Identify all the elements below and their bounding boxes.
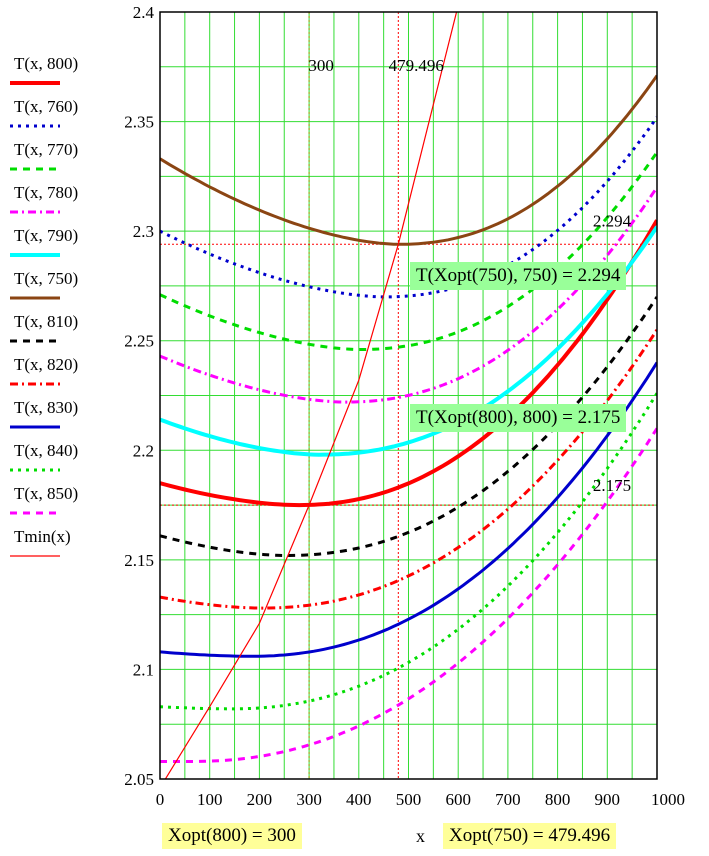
legend-label-1: T(x, 760) [14, 97, 78, 116]
series-line-11 [164, 12, 458, 779]
series-line-1 [160, 116, 657, 299]
series-line-5 [160, 74, 657, 246]
x-tick-label-6: 600 [445, 790, 471, 809]
legend-label-10: T(x, 850) [14, 484, 78, 503]
x-tick-label-9: 900 [595, 790, 621, 809]
plot-border [159, 11, 658, 780]
marker-label-300: 300 [308, 56, 334, 75]
x-tick-label-0: 0 [156, 790, 165, 809]
legend-label-3: T(x, 780) [14, 183, 78, 202]
annotation-box-800: T(Xopt(800), 800) = 2.175 [410, 404, 627, 432]
legend-label-7: T(x, 820) [14, 355, 78, 374]
y-tick-label-6: 2.35 [124, 113, 154, 132]
y-tick-label-1: 2.1 [133, 660, 154, 679]
y-tick-label-4: 2.25 [124, 332, 154, 351]
series-line-0 [160, 219, 657, 508]
grid [160, 12, 657, 779]
legend-label-2: T(x, 770) [14, 140, 78, 159]
marker-label-2175: 2.175 [593, 476, 631, 495]
legend-label-8: T(x, 830) [14, 398, 78, 417]
series-line-7 [160, 328, 657, 610]
legend-label-5: T(x, 750) [14, 269, 78, 288]
series-lines [160, 12, 657, 779]
x-tick-label-1: 100 [197, 790, 223, 809]
y-tick-label-5: 2.3 [133, 222, 154, 241]
y-tick-label-7: 2.4 [133, 3, 155, 22]
marker-label-2294: 2.294 [593, 211, 632, 230]
legend-label-6: T(x, 810) [14, 312, 78, 331]
series-line-9 [160, 392, 657, 711]
y-tick-label-0: 2.05 [124, 770, 154, 789]
y-tick-label-3: 2.2 [133, 441, 154, 460]
y-tick-label-2: 2.15 [124, 551, 154, 570]
xopt-800-value[interactable]: Xopt(800) = 300 [162, 823, 302, 849]
marker-label-479: 479.496 [389, 56, 444, 75]
legend: T(x, 800) T(x, 760) T(x, 770) T(x, 780) T(x,… [10, 54, 78, 557]
annotation-box-750: T(Xopt(750), 750) = 2.294 [410, 262, 627, 290]
series-line-4 [160, 225, 657, 457]
axes: 2.05 2.1 2.15 2.2 2.25 2.3 2.35 2.4 0 100 200 300 40… [124, 3, 685, 809]
x-axis-label: x [416, 826, 425, 846]
series-line-10 [160, 427, 657, 763]
x-tick-label-4: 400 [346, 790, 372, 809]
series-line-8 [160, 361, 657, 658]
x-tick-label-3: 300 [296, 790, 322, 809]
x-tick-label-2: 200 [247, 790, 273, 809]
legend-label-9: T(x, 840) [14, 441, 78, 460]
legend-label-0: T(x, 800) [14, 54, 78, 73]
series-line-6 [160, 296, 657, 557]
series-line-3 [160, 186, 657, 404]
x-tick-label-7: 700 [495, 790, 521, 809]
legend-label-4: T(x, 790) [14, 226, 78, 245]
x-tick-label-10: 1000 [651, 790, 685, 809]
x-tick-label-8: 800 [545, 790, 571, 809]
xopt-750-value[interactable]: Xopt(750) = 479.496 [443, 823, 617, 849]
legend-label-11: Tmin(x) [14, 527, 71, 546]
x-tick-label-5: 500 [396, 790, 422, 809]
